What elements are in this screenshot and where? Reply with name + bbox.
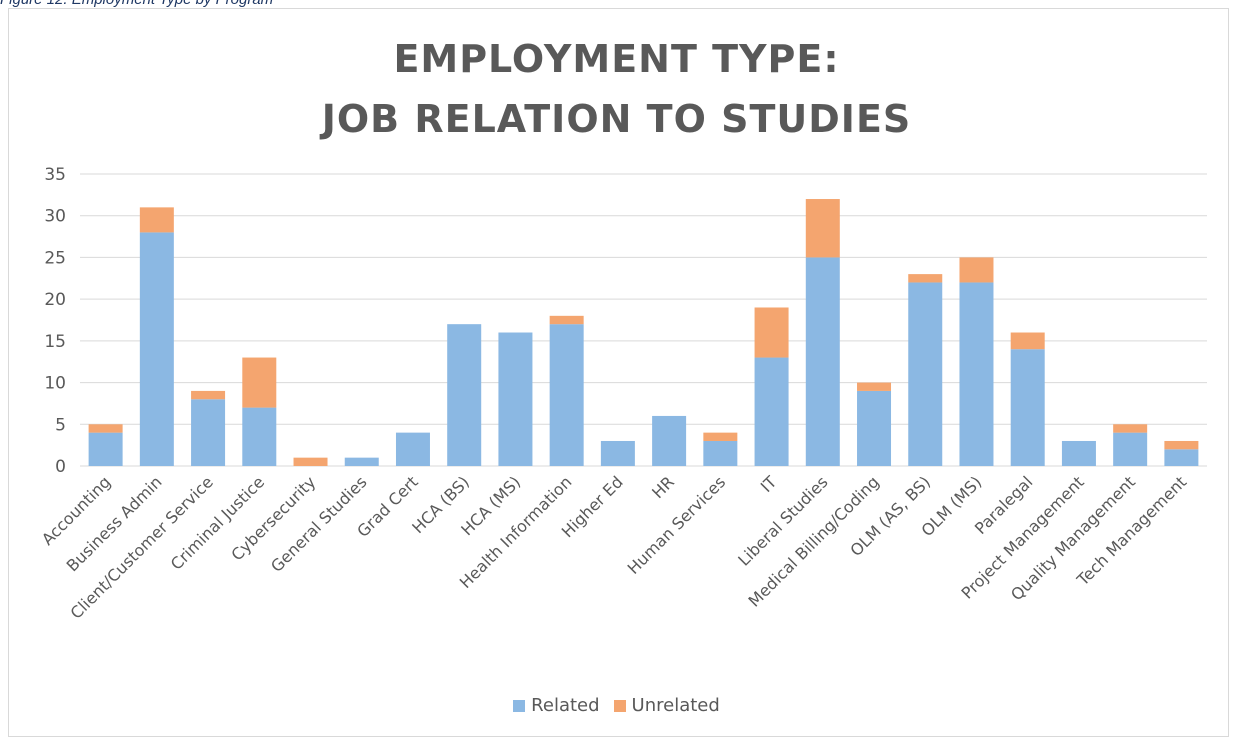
bar-unrelated — [754, 307, 789, 358]
bar-unrelated — [908, 274, 943, 283]
x-tick-label: IT — [757, 472, 781, 496]
y-tick-label: 10 — [44, 374, 66, 394]
legend-label-unrelated: Unrelated — [631, 695, 720, 716]
legend-swatch-related — [513, 699, 526, 712]
legend-item-unrelated: Unrelated — [613, 695, 720, 716]
bar-related — [652, 415, 687, 466]
bar-related — [1164, 449, 1199, 466]
x-tick-label: Business Admin — [63, 472, 166, 575]
bar-related — [1061, 440, 1096, 466]
y-tick-label: 25 — [44, 248, 66, 268]
legend-swatch-unrelated — [613, 699, 626, 712]
bar-unrelated — [703, 432, 738, 441]
bar-unrelated — [1164, 440, 1199, 450]
bar-unrelated — [88, 424, 123, 433]
bar-related — [959, 282, 994, 466]
bar-unrelated — [959, 257, 994, 283]
legend-label-related: Related — [531, 695, 600, 716]
figure-caption: Figure 12. Employment Type by Program — [0, 0, 273, 8]
bar-unrelated — [805, 199, 840, 258]
bar-related — [703, 440, 738, 466]
chart-title-line-1: EMPLOYMENT TYPE: — [393, 37, 840, 81]
y-tick-label: 30 — [44, 207, 66, 227]
bar-unrelated — [139, 207, 174, 233]
bar-related — [242, 407, 277, 466]
bar-unrelated — [857, 382, 892, 391]
bar-related — [1010, 349, 1045, 466]
chart-legend: Related Unrelated — [0, 695, 1233, 716]
bar-related — [395, 432, 430, 466]
bar-unrelated — [549, 315, 584, 325]
x-tick-label: Liberal Studies — [734, 472, 831, 569]
bar-unrelated — [191, 390, 226, 400]
y-tick-label: 0 — [55, 457, 66, 477]
bar-unrelated — [1113, 424, 1148, 433]
y-tick-label: 35 — [44, 165, 66, 185]
bar-related — [857, 390, 892, 466]
bar-related — [1113, 432, 1148, 466]
x-tick-label: Human Services — [624, 472, 730, 578]
bar-related — [191, 399, 226, 466]
bar-related — [498, 332, 533, 466]
bar-related — [600, 440, 635, 466]
bar-related — [805, 257, 840, 466]
bar-unrelated — [1010, 332, 1045, 350]
bar-related — [139, 232, 174, 466]
bar-related — [344, 457, 379, 466]
y-tick-label: 15 — [44, 332, 66, 352]
x-tick-label: General Studies — [267, 472, 371, 576]
legend-item-related: Related — [513, 695, 600, 716]
y-tick-label: 20 — [44, 290, 66, 310]
bar-related — [908, 282, 943, 466]
bar-related — [549, 324, 584, 466]
x-tick-label: HR — [648, 472, 678, 502]
bar-unrelated — [242, 357, 277, 408]
bar-unrelated — [293, 457, 328, 466]
x-tick-label: Criminal Justice — [167, 472, 268, 573]
bar-related — [447, 324, 482, 466]
chart-title-line-2: JOB RELATION TO STUDIES — [321, 97, 912, 141]
bar-related — [88, 432, 123, 466]
y-tick-label: 5 — [55, 415, 66, 435]
bar-related — [754, 357, 789, 466]
